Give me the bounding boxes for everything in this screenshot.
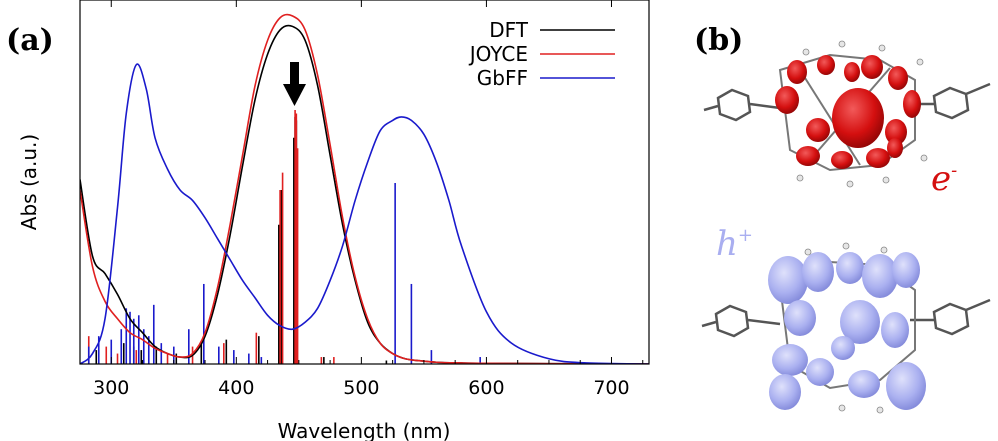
absorption-curves bbox=[80, 13, 649, 364]
x-axis-label: Wavelength (nm) bbox=[278, 419, 451, 441]
legend-label-joyce: JOYCE bbox=[468, 42, 528, 66]
series-line-joyce bbox=[80, 13, 649, 364]
series-line-gbff bbox=[80, 63, 649, 364]
series-line-dft bbox=[80, 24, 649, 364]
stick-spectra bbox=[87, 109, 481, 364]
legend-label-dft: DFT bbox=[489, 18, 529, 42]
x-axis-ticks: 300 400 500 600 700 bbox=[93, 0, 644, 399]
hole-density-molecule bbox=[701, 242, 991, 414]
panel-a-label: (a) bbox=[6, 23, 54, 58]
electron-label: e- bbox=[931, 159, 957, 199]
x-tick-label: 500 bbox=[343, 377, 379, 399]
panel-b-label: (b) bbox=[694, 23, 743, 58]
x-tick-label: 600 bbox=[468, 377, 504, 399]
hole-label: h+ bbox=[716, 224, 753, 264]
legend-label-gbff: GbFF bbox=[477, 66, 528, 90]
plot-area: 300 400 500 600 700 bbox=[79, 0, 650, 399]
x-tick-label: 300 bbox=[93, 377, 129, 399]
y-axis-label: Abs (a.u.) bbox=[17, 134, 41, 230]
x-tick-label: 700 bbox=[593, 377, 629, 399]
plot-frame bbox=[79, 0, 650, 365]
x-tick-label: 400 bbox=[218, 377, 254, 399]
electron-density-molecule bbox=[703, 40, 991, 188]
down-arrow-icon bbox=[283, 62, 306, 106]
